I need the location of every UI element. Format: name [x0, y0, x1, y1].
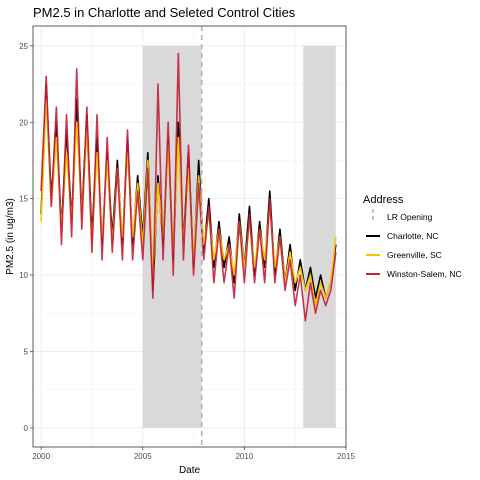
legend-label: Greenville, SC — [387, 250, 442, 260]
y-tick-label: 25 — [19, 42, 28, 51]
series-line — [40, 52, 337, 322]
legend-label: Charlotte, NC — [387, 231, 439, 241]
y-tick-label: 0 — [24, 424, 29, 433]
y-axis-label: PM2.5 (in ug/m3) — [5, 198, 16, 275]
legend-title: Address — [363, 194, 404, 206]
y-axis: 0 5 10 15 20 25 — [19, 42, 33, 433]
chart-title: PM2.5 in Charlotte and Seleted Control C… — [33, 5, 296, 20]
plot-panel-border — [32, 25, 347, 448]
y-tick-label: 10 — [19, 271, 28, 280]
plot-panel — [32, 25, 347, 448]
legend-items: LR Opening Charlotte, NC Greenville, SC Win… — [366, 209, 462, 279]
shaded-period — [303, 45, 336, 428]
legend-item: Greenville, SC — [366, 250, 442, 260]
y-tick-label: 15 — [19, 195, 28, 204]
x-tick-label: 2005 — [134, 452, 152, 461]
legend-item: Charlotte, NC — [366, 231, 439, 241]
legend: Address LR Opening Charlotte, NC Greenvill… — [363, 194, 462, 279]
x-tick-label: 2010 — [235, 452, 253, 461]
x-axis: 2000 2005 2010 2015 — [32, 447, 355, 461]
x-axis-label: Date — [179, 465, 201, 476]
x-tick-label: 2015 — [337, 452, 355, 461]
legend-item: LR Opening — [372, 209, 433, 223]
y-tick-label: 5 — [24, 347, 29, 356]
x-tick-label: 2000 — [32, 452, 50, 461]
series-lines — [40, 52, 337, 322]
legend-label: LR Opening — [387, 212, 433, 222]
legend-item: Winston-Salem, NC — [366, 269, 462, 279]
legend-label: Winston-Salem, NC — [387, 269, 462, 279]
y-tick-label: 20 — [19, 118, 28, 127]
